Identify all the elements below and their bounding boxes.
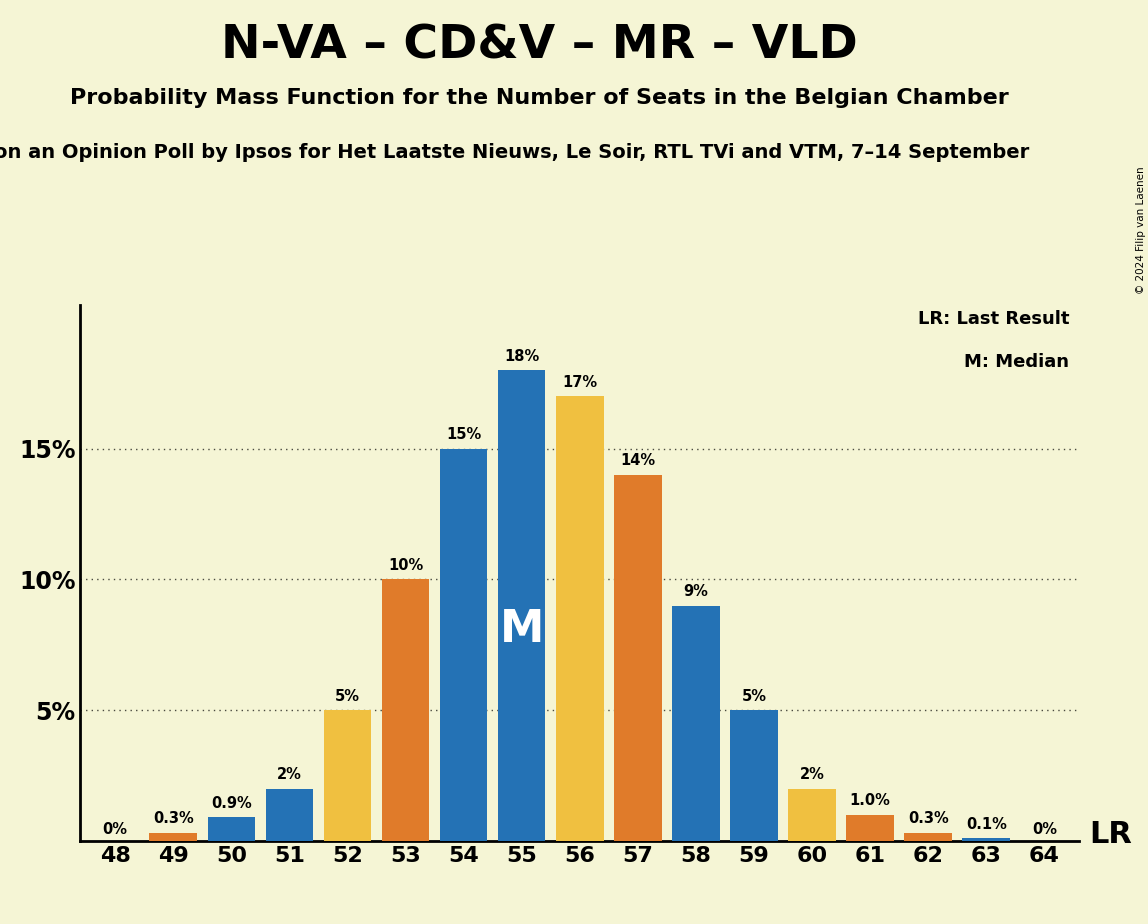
Bar [498,371,545,841]
Text: 15%: 15% [445,427,481,443]
Bar [905,833,952,841]
Text: 5%: 5% [335,688,360,703]
Text: Probability Mass Function for the Number of Seats in the Belgian Chamber: Probability Mass Function for the Number… [70,88,1009,108]
Text: 0.1%: 0.1% [965,817,1007,832]
Bar [440,449,488,841]
Text: 10%: 10% [388,558,424,573]
Text: 0.9%: 0.9% [211,796,251,810]
Bar [614,475,661,841]
Text: © 2024 Filip van Laenen: © 2024 Filip van Laenen [1135,166,1146,294]
Text: N-VA – CD&V – MR – VLD: N-VA – CD&V – MR – VLD [222,23,858,68]
Text: 17%: 17% [563,375,597,390]
Text: on an Opinion Poll by Ipsos for Het Laatste Nieuws, Le Soir, RTL TVi and VTM, 7–: on an Opinion Poll by Ipsos for Het Laat… [0,143,1030,163]
Text: 14%: 14% [620,454,656,468]
Text: M: M [499,608,544,650]
Bar [962,838,1010,841]
Bar [208,818,255,841]
Bar [382,579,429,841]
Bar [672,605,720,841]
Text: LR: Last Result: LR: Last Result [917,310,1069,328]
Bar [324,711,371,841]
Bar [789,788,836,841]
Bar [265,788,313,841]
Bar [730,711,777,841]
Bar [846,815,894,841]
Text: 18%: 18% [504,348,540,364]
Bar [556,396,604,841]
Text: 5%: 5% [742,688,767,703]
Text: 1.0%: 1.0% [850,793,891,808]
Text: 0.3%: 0.3% [153,811,194,826]
Text: 0%: 0% [102,822,127,837]
Text: 2%: 2% [799,767,824,782]
Text: 9%: 9% [683,584,708,599]
Text: 2%: 2% [277,767,302,782]
Text: LR: LR [1089,820,1132,849]
Text: 0.3%: 0.3% [908,811,948,826]
Text: 0%: 0% [1032,822,1057,837]
Bar [149,833,197,841]
Text: M: Median: M: Median [964,353,1069,371]
